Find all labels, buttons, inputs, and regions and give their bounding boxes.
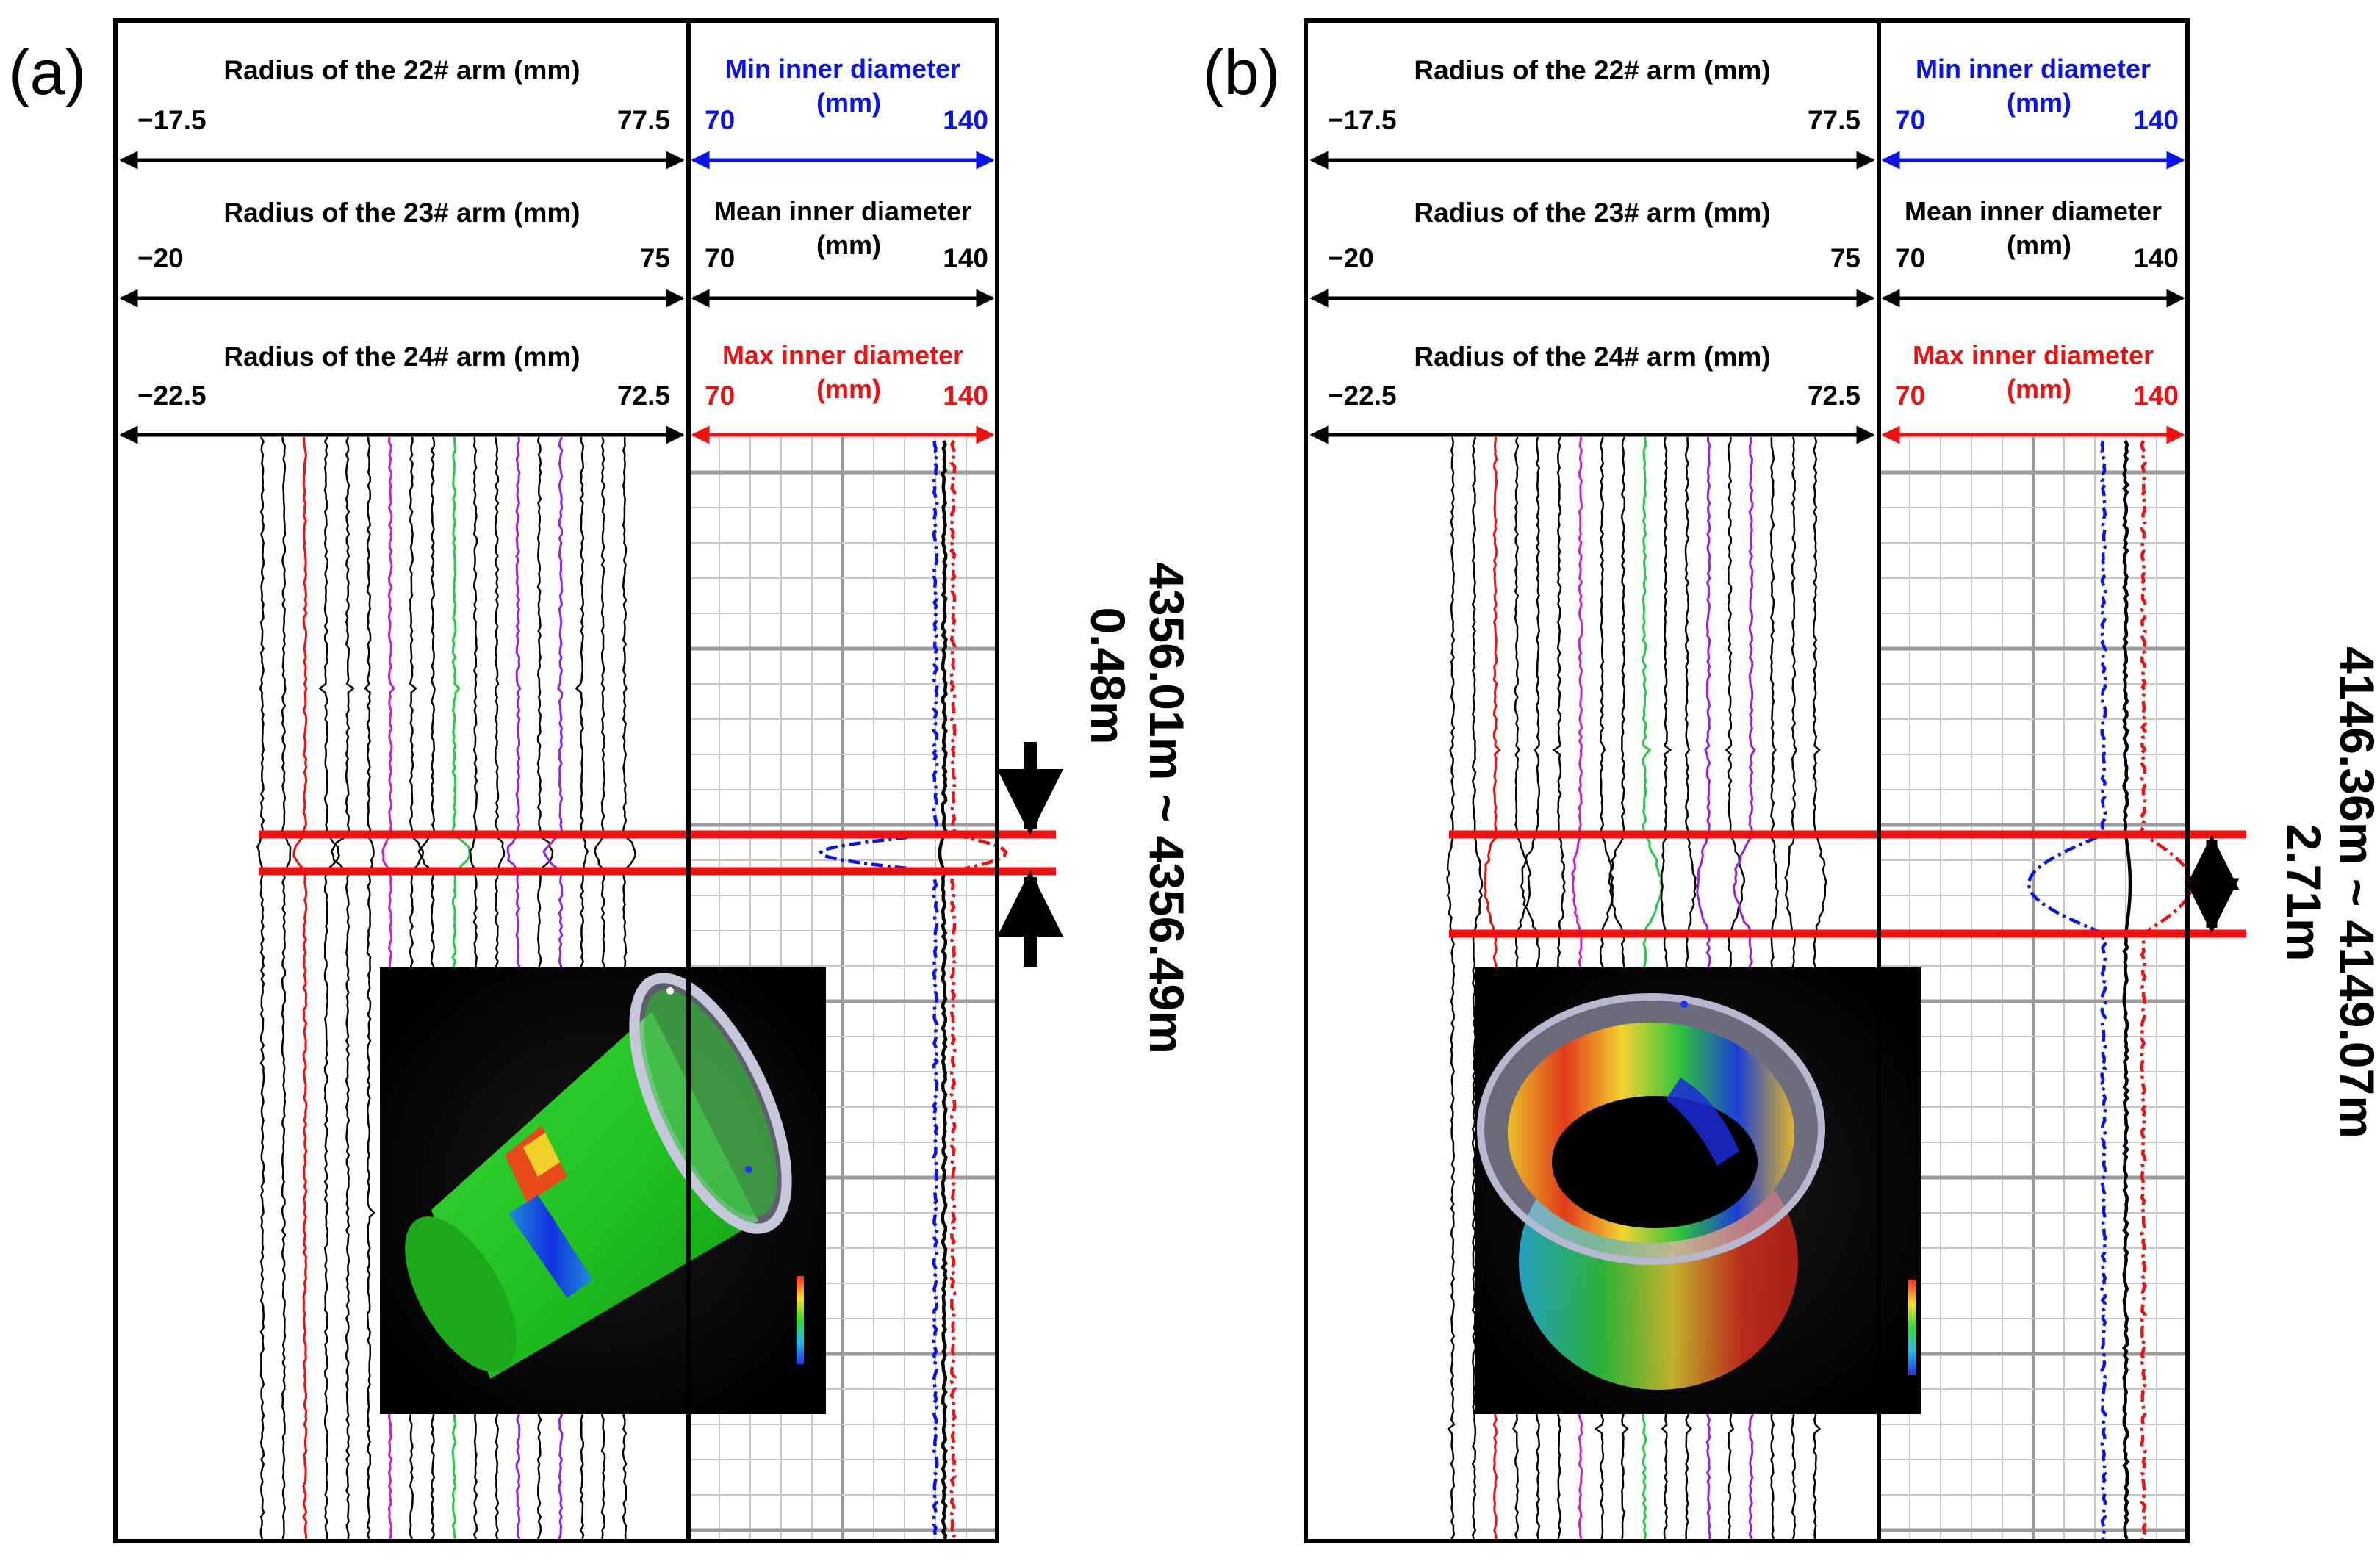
arm-axis-max: 77.5: [1808, 105, 1861, 135]
color-scale-bar: [1908, 1280, 1916, 1375]
depth-range-label: 4356.01m ~ 4356.49m: [1140, 562, 1194, 1054]
tube-marker-blue: [1680, 1001, 1688, 1008]
tube-inner-wall: [644, 989, 777, 1217]
tube-near-end: [405, 1216, 517, 1372]
series-title: Max inner diameter: [722, 340, 963, 370]
series-axis-max: 140: [2133, 243, 2179, 273]
panel-label: (a): [9, 37, 86, 108]
arm-title-22: Radius of the 22# arm (mm): [1414, 55, 1770, 85]
series-title: Max inner diameter: [1913, 340, 2154, 370]
series-axis-max: 140: [943, 105, 988, 135]
arm-title-23: Radius of the 23# arm (mm): [223, 198, 580, 228]
series-title: Mean inner diameter: [1905, 196, 2162, 226]
color-scale-bar: [797, 1276, 804, 1364]
arm-axis-max: 72.5: [617, 381, 670, 411]
inset-3d-tube-green: [380, 967, 826, 1414]
series-title: Min inner diameter: [725, 54, 960, 84]
panel-a: (a) Radius of the 22# arm (mm) −17.5 77.5 Ra…: [9, 18, 1194, 1543]
series-unit: (mm): [816, 87, 881, 118]
arm-axis-min: −17.5: [137, 105, 206, 135]
max-diameter-curve: [2139, 439, 2194, 1540]
arm-trace-2: [281, 436, 292, 1540]
series-axis-max: 140: [2133, 381, 2179, 411]
arm-title-24: Radius of the 24# arm (mm): [1414, 342, 1770, 372]
min-diameter-curve: [2027, 440, 2107, 1540]
mean-diameter-curve: [2121, 439, 2132, 1540]
series-axis-max: 140: [943, 243, 988, 273]
series-title: Mean inner diameter: [714, 196, 971, 226]
panel-label: (b): [1203, 37, 1280, 108]
arm-title-23: Radius of the 23# arm (mm): [1414, 198, 1770, 228]
series-axis-min: 70: [1895, 105, 1925, 135]
tube-yellow-spot: [523, 1133, 560, 1177]
inset-3d-tube-colored: [1475, 967, 1921, 1414]
arm-trace-1: [1446, 436, 1456, 1540]
arm-trace-4: [318, 436, 340, 1540]
series-axis-min: 70: [1895, 243, 1925, 273]
track-frame: [1304, 18, 2190, 1543]
tube-opening: [1552, 1096, 1758, 1228]
series-unit: (mm): [816, 374, 881, 404]
arm-axis-min: −20: [137, 243, 184, 273]
series-axis-min: 70: [705, 381, 735, 411]
arm-axis-min: −17.5: [1328, 105, 1397, 135]
arm-axis-min: −22.5: [1328, 381, 1397, 411]
series-axis-min: 70: [705, 105, 735, 135]
series-unit: (mm): [816, 230, 881, 260]
series-unit: (mm): [2007, 87, 2071, 118]
max-diameter-curve: [949, 439, 1008, 1540]
arm-axis-min: −22.5: [137, 381, 206, 411]
arm-axis-max: 75: [1830, 243, 1861, 273]
panel-b: (b) Radius of the 22# arm (mm) −17.5 77.5 Ra…: [1203, 18, 2380, 1543]
arm-trace-5: [330, 436, 355, 1540]
diameter-grid: [1879, 437, 2187, 1541]
arm-axis-max: 72.5: [1808, 381, 1861, 411]
arm-title-22: Radius of the 22# arm (mm): [223, 55, 580, 85]
series-title: Min inner diameter: [1916, 54, 2151, 84]
arm-trace-6: [364, 436, 375, 1540]
tube-marker-white: [666, 987, 674, 995]
arm-axis-min: −20: [1328, 243, 1374, 273]
min-diameter-curve: [818, 440, 940, 1540]
series-axis-min: 70: [705, 243, 735, 273]
series-unit: (mm): [2007, 230, 2071, 260]
arm-trace-3: [292, 436, 308, 1540]
arm-axis-max: 77.5: [617, 105, 670, 135]
tube-blue-band: [508, 1195, 593, 1298]
series-axis-min: 70: [1895, 381, 1925, 411]
series-unit: (mm): [2007, 374, 2071, 404]
arm-title-24: Radius of the 24# arm (mm): [223, 342, 580, 372]
thickness-label: 2.71m: [2277, 823, 2332, 961]
arm-trace-1: [256, 436, 265, 1540]
tube-marker-blue: [745, 1166, 752, 1173]
mean-diameter-curve: [938, 440, 948, 1540]
arm-axis-max: 75: [640, 243, 670, 273]
series-axis-max: 140: [943, 381, 988, 411]
series-axis-max: 140: [2133, 105, 2179, 135]
tube-blue-zone: [1666, 1078, 1739, 1166]
thickness-label: 0.48m: [1081, 607, 1135, 744]
depth-range-label: 4146.36m ~ 4149.07m: [2330, 646, 2380, 1139]
